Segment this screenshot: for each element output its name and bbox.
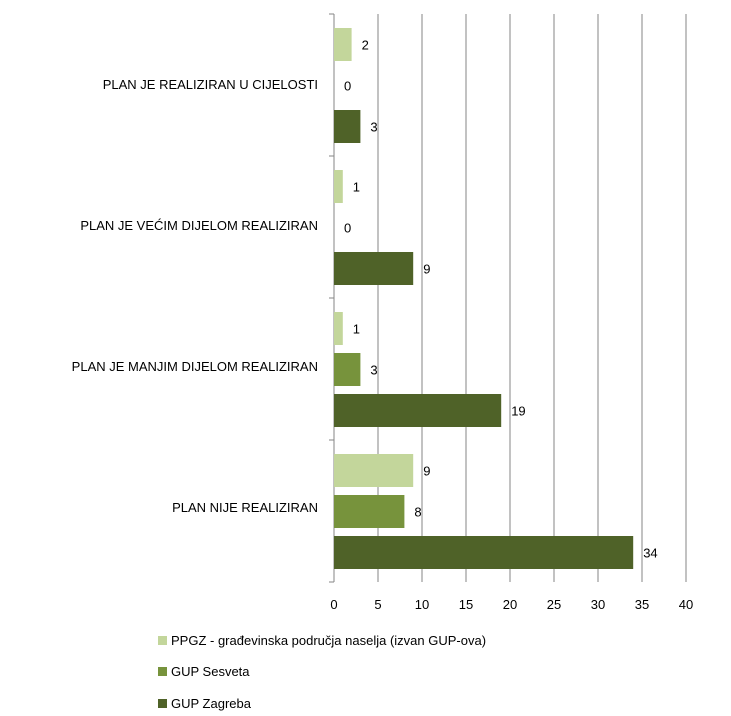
data-label: 2 — [362, 38, 369, 53]
bar — [334, 170, 343, 203]
category-label: PLAN JE MANJIM DIJELOM REALIZIRAN — [71, 359, 318, 374]
x-tick-label: 10 — [415, 597, 429, 612]
data-label: 1 — [353, 322, 360, 337]
legend-label: GUP Zagreba — [171, 696, 251, 711]
data-label: 9 — [423, 262, 430, 277]
bar — [334, 252, 414, 285]
legend-label: PPGZ - građevinska područja naselja (izv… — [171, 633, 487, 648]
x-tick-label: 0 — [330, 597, 337, 612]
category-label: PLAN JE REALIZIRAN U CIJELOSTI — [102, 77, 318, 92]
legend-item: PPGZ - građevinska područja naselja (izv… — [158, 633, 486, 649]
bar — [334, 353, 361, 386]
data-label: 3 — [370, 363, 377, 378]
bar — [334, 536, 634, 569]
legend-item: GUP Zagreba — [158, 696, 251, 712]
legend-swatch — [158, 636, 167, 645]
data-label: 8 — [414, 505, 421, 520]
legend-swatch — [158, 699, 167, 708]
x-tick-label: 25 — [547, 597, 561, 612]
legend-label: GUP Sesveta — [171, 664, 250, 679]
category-label: PLAN NIJE REALIZIRAN — [172, 500, 318, 515]
x-tick-label: 15 — [459, 597, 473, 612]
x-tick-label: 20 — [503, 597, 517, 612]
bar — [334, 110, 361, 143]
data-label: 19 — [511, 404, 525, 419]
legend-swatch — [158, 667, 167, 676]
category-label: PLAN JE VEĆIM DIJELOM REALIZIRAN — [80, 218, 318, 233]
bar — [334, 394, 502, 427]
data-label: 1 — [353, 180, 360, 195]
bar — [334, 28, 352, 61]
x-tick-label: 30 — [591, 597, 605, 612]
data-label: 34 — [643, 546, 657, 561]
bar — [334, 454, 414, 487]
bar — [334, 312, 343, 345]
data-label: 0 — [344, 79, 351, 94]
data-label: 3 — [370, 120, 377, 135]
data-label: 0 — [344, 221, 351, 236]
x-tick-label: 40 — [679, 597, 693, 612]
bar — [334, 495, 405, 528]
data-label: 9 — [423, 464, 430, 479]
x-tick-label: 5 — [374, 597, 381, 612]
legend-item: GUP Sesveta — [158, 664, 250, 680]
x-tick-label: 35 — [635, 597, 649, 612]
